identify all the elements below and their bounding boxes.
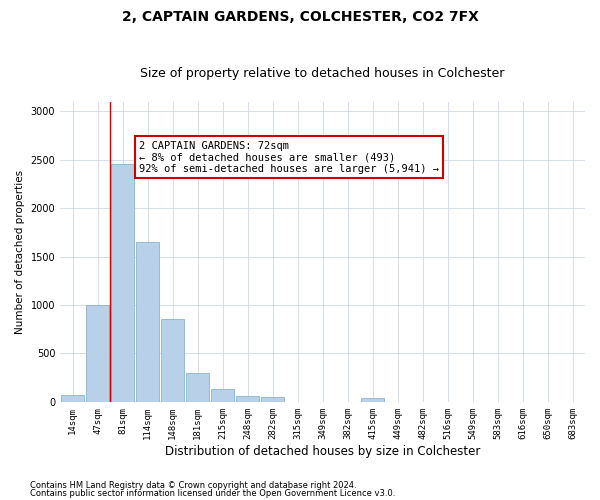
Bar: [361, 398, 384, 402]
Text: Contains public sector information licensed under the Open Government Licence v3: Contains public sector information licen…: [30, 488, 395, 498]
X-axis label: Distribution of detached houses by size in Colchester: Distribution of detached houses by size …: [165, 444, 480, 458]
Bar: [61, 394, 84, 402]
Text: 2 CAPTAIN GARDENS: 72sqm
← 8% of detached houses are smaller (493)
92% of semi-d: 2 CAPTAIN GARDENS: 72sqm ← 8% of detache…: [139, 140, 439, 173]
Text: Contains HM Land Registry data © Crown copyright and database right 2024.: Contains HM Land Registry data © Crown c…: [30, 481, 356, 490]
Bar: [86, 305, 109, 402]
Title: Size of property relative to detached houses in Colchester: Size of property relative to detached ho…: [140, 66, 505, 80]
Bar: [211, 389, 234, 402]
Bar: [236, 396, 259, 402]
Bar: [136, 242, 159, 402]
Bar: [187, 373, 209, 402]
Bar: [112, 164, 134, 402]
Bar: [161, 320, 184, 402]
Y-axis label: Number of detached properties: Number of detached properties: [15, 170, 25, 334]
Bar: [262, 398, 284, 402]
Text: 2, CAPTAIN GARDENS, COLCHESTER, CO2 7FX: 2, CAPTAIN GARDENS, COLCHESTER, CO2 7FX: [122, 10, 478, 24]
